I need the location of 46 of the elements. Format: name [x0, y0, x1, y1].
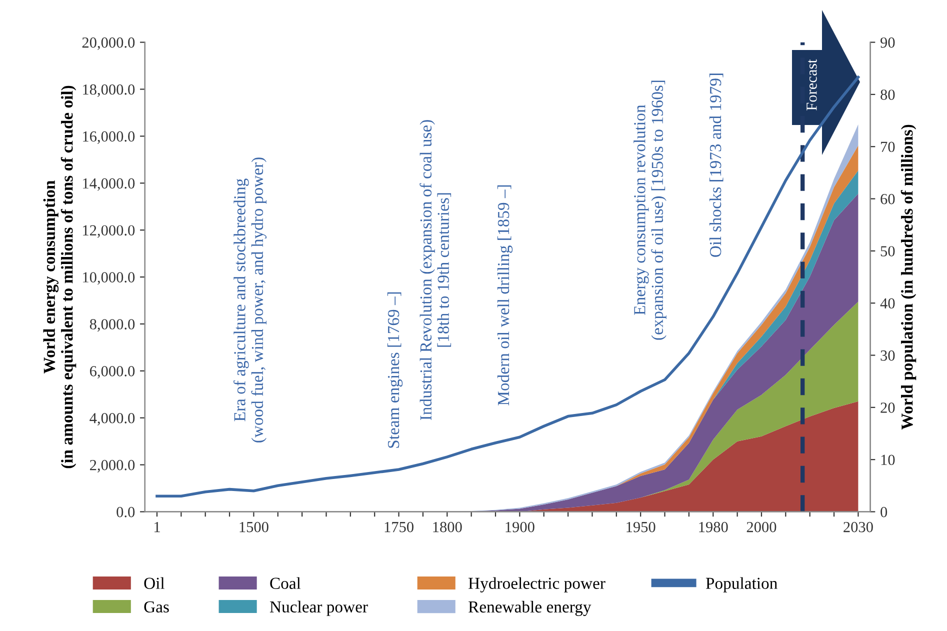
- x-tick-label: 2000: [746, 522, 776, 532]
- x-tick-label: 1950: [626, 522, 656, 532]
- y2-tick-label: 50: [880, 246, 895, 256]
- legend-label: Gas: [144, 601, 169, 613]
- y-tick-label: 2,000.0: [90, 460, 135, 472]
- y-tick-label: 4,000.0: [90, 412, 135, 426]
- y-tick-label: 14,000.0: [83, 178, 135, 191]
- y-axis-title: World energy consumption (in amounts equivalent to millions of tons of crude oil): [43, 86, 76, 468]
- x-tick-label: 1500: [240, 522, 268, 532]
- legend-label: Hydroelectric power: [468, 577, 606, 592]
- y-tick-label: 20,000.0: [82, 37, 135, 50]
- y2-tick-label: 20: [880, 402, 895, 413]
- x-tick-label: 1800: [433, 522, 462, 532]
- y-tick-label: 0.0: [116, 506, 135, 518]
- y2-tick-label: 0: [880, 506, 888, 518]
- y-tick-label: 18,000.0: [83, 84, 135, 97]
- y2-tick-label: 10: [881, 454, 895, 466]
- legend-label: Coal: [270, 577, 301, 589]
- annotation: Industrial Revolution (expansion of coal use) [18th to 19th centuries]: [420, 120, 452, 420]
- annotation: Modern oil well drilling [1859 –]: [497, 185, 513, 406]
- annotation: Forecast: [806, 59, 817, 110]
- y2-tick-label: 40: [880, 298, 895, 309]
- y-tick-label: 16,000.0: [83, 131, 135, 144]
- y-tick-label: 8,000.0: [90, 319, 135, 332]
- y-tick-label: 6,000.0: [90, 366, 135, 379]
- legend-label: Renewable energy: [468, 600, 592, 616]
- y-tick-label: 10,000.0: [83, 272, 135, 285]
- y2-tick-label: 60: [880, 194, 895, 204]
- annotation: Oil shocks [1973 and 1979]: [709, 74, 724, 257]
- x-tick-label: 1750: [384, 522, 414, 532]
- x-tick-label: 1: [154, 522, 160, 532]
- annotation: Steam engines [1769 –]: [387, 292, 403, 448]
- legend-label: Nuclear power: [270, 600, 368, 616]
- annotation: Era of agriculture and stockbreeding (wood fuel, wind power, and hydro power): [233, 158, 267, 442]
- y2-tick-label: 90: [880, 37, 895, 48]
- y-tick-label: 12,000.0: [83, 225, 135, 238]
- y2-axis-title: World population (in hundreds of millions): [900, 124, 916, 430]
- annotation: Energy consumption revolution (expansion of oil use) [1950s to 1960s]: [634, 80, 666, 340]
- x-tick-label: 1900: [506, 522, 534, 532]
- y2-tick-label: 70: [881, 142, 895, 152]
- x-tick-label: 1980: [699, 522, 728, 532]
- y2-tick-label: 30: [880, 350, 895, 361]
- y2-tick-label: 80: [880, 90, 895, 100]
- x-tick-label: 2030: [844, 522, 873, 532]
- legend-label: Oil: [144, 577, 165, 589]
- legend-label: Population: [706, 577, 778, 592]
